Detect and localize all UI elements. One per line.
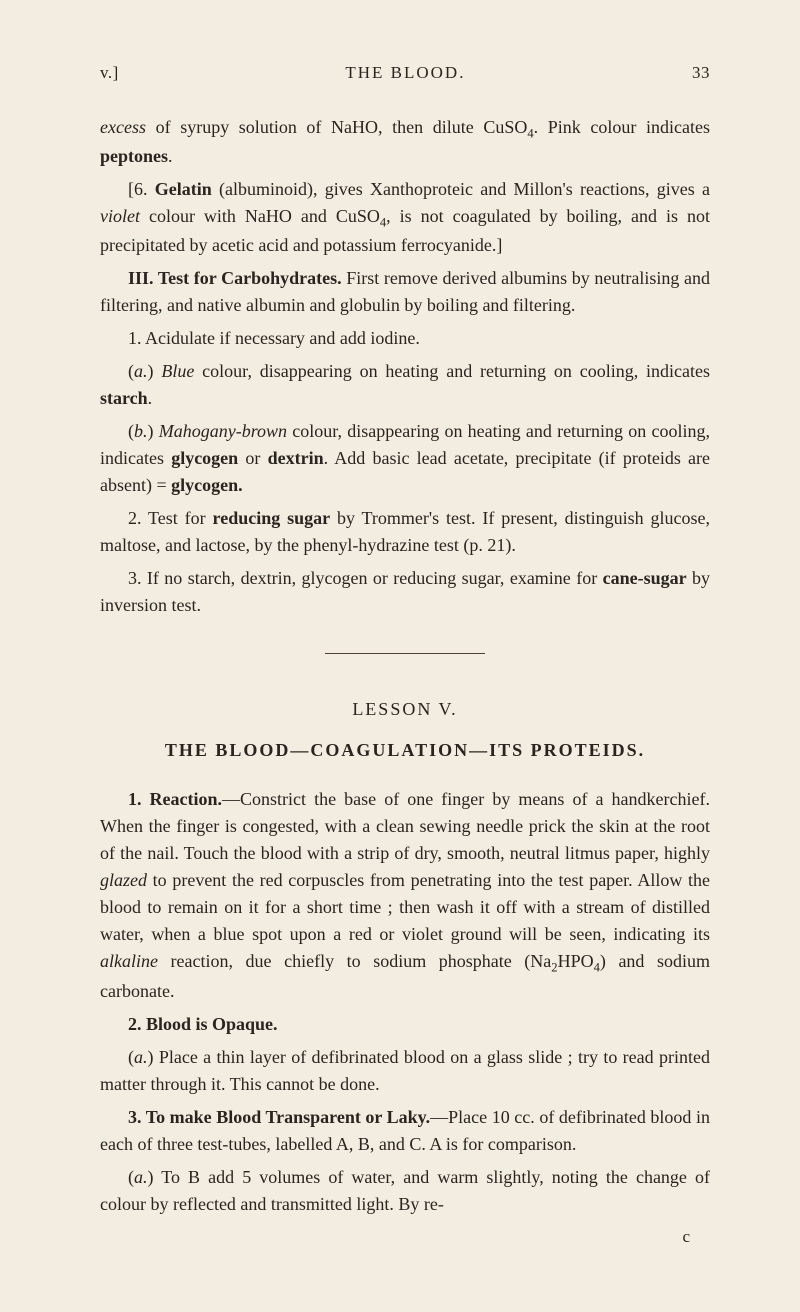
text-italic: violet xyxy=(100,206,140,226)
text-bold: starch xyxy=(100,388,148,408)
header-page-number: 33 xyxy=(692,60,710,86)
signature-mark: c xyxy=(100,1224,710,1250)
running-header: v.] THE BLOOD. 33 xyxy=(100,60,710,86)
text: [6. xyxy=(128,179,155,199)
text-bold: glycogen xyxy=(171,448,238,468)
text-bold: reducing sugar xyxy=(213,508,331,528)
text: reaction, due chiefly to sodium phosphat… xyxy=(158,951,551,971)
text: colour with NaHO and CuSO xyxy=(140,206,380,226)
text: 1. Acidulate if necessary and add iodine… xyxy=(128,328,420,348)
body-paragraph: (a.) To B add 5 volumes of water, and wa… xyxy=(100,1164,710,1218)
text: or xyxy=(238,448,267,468)
text-italic: Mahogany-brown xyxy=(159,421,287,441)
text: 3. If no starch, dextrin, glycogen or re… xyxy=(128,568,603,588)
body-paragraph: 3. If no starch, dextrin, glycogen or re… xyxy=(100,565,710,619)
text-bold: 3. To make Blood Transparent or Laky. xyxy=(128,1107,430,1127)
text: . xyxy=(168,146,173,166)
text-italic: glazed xyxy=(100,870,147,890)
body-paragraph: III. Test for Carbohydrates. First remov… xyxy=(100,265,710,319)
header-title: THE BLOOD. xyxy=(345,60,465,86)
body-paragraph: 2. Blood is Opaque. xyxy=(100,1011,710,1038)
text-italic: Blue xyxy=(161,361,194,381)
body-paragraph: (b.) Mahogany-brown colour, disappearing… xyxy=(100,418,710,499)
body-paragraph: excess of syrupy solution of NaHO, then … xyxy=(100,114,710,170)
body-paragraph: 1. Reaction.—Constrict the base of one f… xyxy=(100,786,710,1004)
text-italic: b. xyxy=(134,421,148,441)
header-section: v.] xyxy=(100,60,119,86)
text-bold: 2. Blood is Opaque. xyxy=(128,1014,278,1034)
text: (albuminoid), gives Xanthoproteic and Mi… xyxy=(212,179,710,199)
text-bold: Gelatin xyxy=(155,179,212,199)
body-paragraph: [6. Gelatin (albuminoid), gives Xanthopr… xyxy=(100,176,710,259)
text-bold: peptones xyxy=(100,146,168,166)
text-italic: a. xyxy=(134,1047,148,1067)
text-italic: a. xyxy=(134,361,148,381)
text-italic: excess xyxy=(100,117,146,137)
section-divider xyxy=(325,653,485,654)
text: colour, disappearing on heating and retu… xyxy=(194,361,710,381)
text: ) xyxy=(148,421,159,441)
chapter-title: THE BLOOD—COAGULATION—ITS PROTEIDS. xyxy=(100,737,710,764)
text: HPO xyxy=(558,951,594,971)
text: to prevent the red corpuscles from penet… xyxy=(100,870,710,944)
text: . Pink colour indicates xyxy=(534,117,710,137)
text-bold: glycogen. xyxy=(171,475,243,495)
text: . xyxy=(148,388,153,408)
text: of syrupy solution of NaHO, then dilute … xyxy=(146,117,527,137)
body-paragraph: (a.) Place a thin layer of defibrinated … xyxy=(100,1044,710,1098)
lesson-heading: LESSON V. xyxy=(100,696,710,723)
text: ) xyxy=(148,361,162,381)
text-italic: alkaline xyxy=(100,951,158,971)
text-bold: 1. Reaction. xyxy=(128,789,222,809)
text-bold: III. Test for Carbohydrates. xyxy=(128,268,342,288)
body-paragraph: 3. To make Blood Transparent or Laky.—Pl… xyxy=(100,1104,710,1158)
text: ) Place a thin layer of defibrinated blo… xyxy=(100,1047,710,1094)
text: 2. Test for xyxy=(128,508,213,528)
text: ) To B add 5 volumes of water, and warm … xyxy=(100,1167,710,1214)
body-paragraph: 2. Test for reducing sugar by Trommer's … xyxy=(100,505,710,559)
text-bold: cane-sugar xyxy=(603,568,687,588)
body-paragraph: (a.) Blue colour, disappearing on heatin… xyxy=(100,358,710,412)
body-paragraph: 1. Acidulate if necessary and add iodine… xyxy=(100,325,710,352)
text-bold: dextrin xyxy=(268,448,324,468)
text-italic: a. xyxy=(134,1167,148,1187)
